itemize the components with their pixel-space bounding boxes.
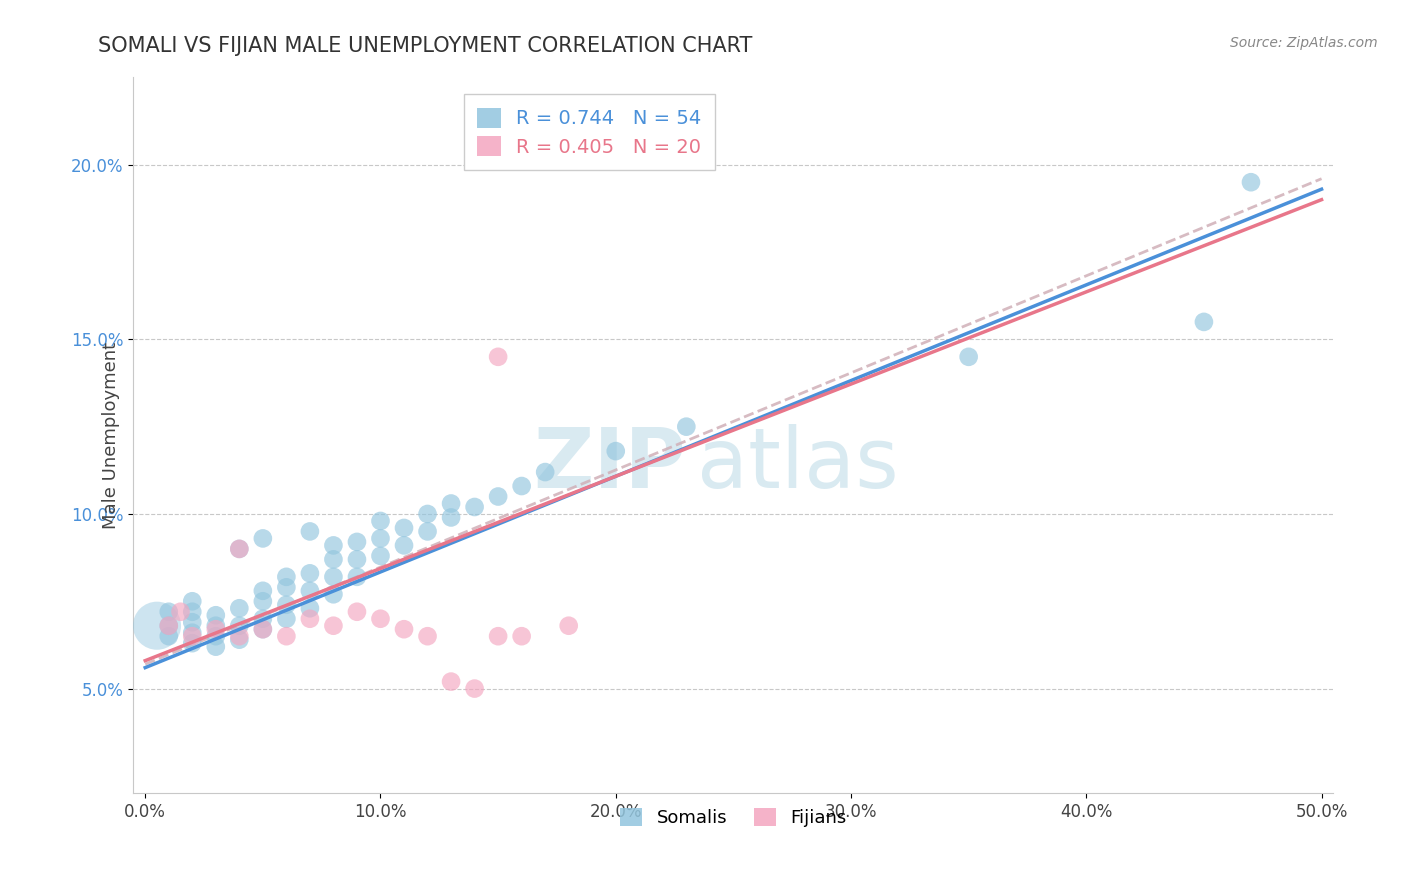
Point [181, 615, 204, 630]
Point [157, 629, 180, 643]
Point [675, 419, 697, 434]
Point [605, 444, 627, 458]
Point [204, 622, 226, 636]
Point [346, 605, 368, 619]
Point [252, 532, 274, 546]
Point [370, 532, 392, 546]
Point [228, 632, 250, 647]
Point [252, 583, 274, 598]
Point [322, 552, 344, 566]
Point [464, 500, 486, 514]
Point [228, 541, 250, 556]
Point [181, 629, 204, 643]
Text: ZIP: ZIP [533, 424, 685, 505]
Point [228, 618, 250, 632]
Point [392, 521, 415, 535]
Point [298, 566, 321, 581]
Point [228, 601, 250, 615]
Point [252, 622, 274, 636]
Point [204, 629, 226, 643]
Point [204, 608, 226, 623]
Point [298, 601, 321, 615]
Point [204, 618, 226, 632]
Point [440, 496, 463, 510]
Point [228, 629, 250, 643]
Point [228, 541, 250, 556]
Point [486, 490, 509, 504]
Point [322, 618, 344, 632]
Point [346, 570, 368, 584]
Point [276, 612, 298, 626]
Point [486, 350, 509, 364]
Point [322, 587, 344, 601]
Point [346, 552, 368, 566]
Point [169, 605, 191, 619]
Point [370, 549, 392, 563]
Point [322, 570, 344, 584]
Point [1240, 175, 1263, 189]
Point [486, 629, 509, 643]
Point [440, 510, 463, 524]
Point [252, 612, 274, 626]
Point [370, 612, 392, 626]
Point [276, 598, 298, 612]
Point [416, 629, 439, 643]
Point [416, 507, 439, 521]
Point [392, 538, 415, 552]
Point [204, 640, 226, 654]
Point [298, 612, 321, 626]
Point [346, 535, 368, 549]
Point [181, 594, 204, 608]
Point [510, 629, 533, 643]
Point [157, 605, 180, 619]
Point [957, 350, 980, 364]
Point [157, 618, 180, 632]
Point [146, 618, 169, 632]
Point [252, 622, 274, 636]
Point [276, 570, 298, 584]
Y-axis label: Male Unemployment: Male Unemployment [101, 342, 120, 529]
Point [392, 622, 415, 636]
Point [1192, 315, 1215, 329]
Point [157, 618, 180, 632]
Point [276, 580, 298, 594]
Legend: Somalis, Fijians: Somalis, Fijians [613, 801, 853, 834]
Point [276, 629, 298, 643]
Point [181, 625, 204, 640]
Point [370, 514, 392, 528]
Point [534, 465, 557, 479]
Point [298, 583, 321, 598]
Point [464, 681, 486, 696]
Point [416, 524, 439, 539]
Point [252, 594, 274, 608]
Point [181, 636, 204, 650]
Point [440, 674, 463, 689]
Point [322, 538, 344, 552]
Point [181, 605, 204, 619]
Text: atlas: atlas [697, 424, 900, 505]
Point [557, 618, 579, 632]
Text: SOMALI VS FIJIAN MALE UNEMPLOYMENT CORRELATION CHART: SOMALI VS FIJIAN MALE UNEMPLOYMENT CORRE… [98, 36, 752, 55]
Text: Source: ZipAtlas.com: Source: ZipAtlas.com [1230, 36, 1378, 50]
Point [298, 524, 321, 539]
Point [510, 479, 533, 493]
